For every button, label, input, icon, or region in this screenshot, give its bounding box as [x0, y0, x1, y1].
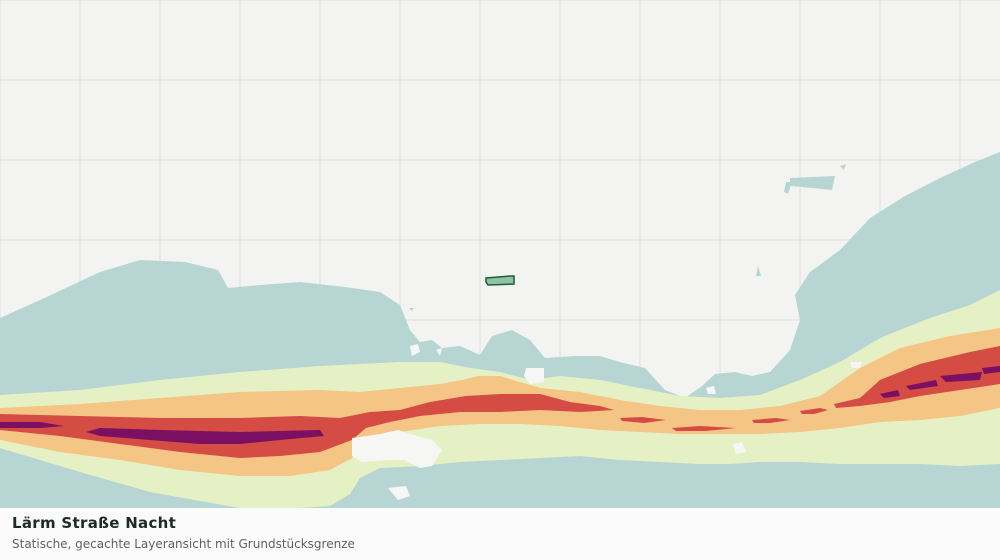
noise-band-highest: [0, 366, 1000, 444]
parcel-boundary: [485, 275, 515, 286]
map-caption: Lärm Straße Nacht Statische, gecachte La…: [0, 508, 1000, 560]
map-title: Lärm Straße Nacht: [12, 514, 177, 532]
noise-band-high: [0, 346, 1000, 458]
map-subtitle: Statische, gecachte Layeransicht mit Gru…: [12, 537, 355, 551]
clearings: [352, 344, 862, 500]
